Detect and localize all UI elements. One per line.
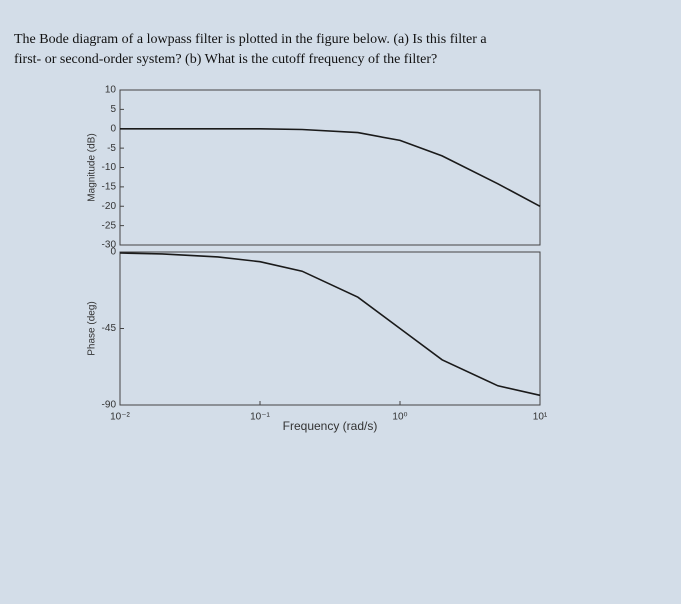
y-tick-label: -30 — [102, 240, 117, 251]
y-tick-label: -15 — [102, 182, 117, 193]
y-tick-label: 5 — [110, 104, 116, 115]
y-tick-label: -5 — [107, 143, 116, 154]
y-tick-label: 0 — [110, 123, 116, 134]
y-tick-label: 10 — [105, 85, 117, 96]
question-line: The Bode diagram of a lowpass filter is … — [14, 32, 487, 47]
y-axis-label: Magnitude (dB) — [87, 133, 98, 201]
response-line — [120, 128, 541, 208]
y-tick-label: -25 — [102, 220, 117, 231]
x-axis-label: Frequency (rad/s) — [283, 419, 378, 433]
x-tick-label: 10⁻¹ — [250, 412, 270, 423]
x-tick-label: 10¹ — [533, 412, 548, 423]
y-tick-label: -90 — [102, 400, 117, 411]
x-tick-label: 10⁻² — [110, 412, 130, 423]
response-line — [119, 252, 541, 397]
y-tick-label: -20 — [102, 201, 117, 212]
x-tick-label: 10⁰ — [392, 412, 407, 423]
y-tick-label: -10 — [102, 162, 117, 173]
y-tick-label: -45 — [102, 323, 117, 334]
question-line: first- or second-order system? (b) What … — [14, 52, 437, 67]
y-axis-label: Phase (deg) — [87, 301, 98, 355]
y-tick-label: 0 — [110, 247, 116, 258]
